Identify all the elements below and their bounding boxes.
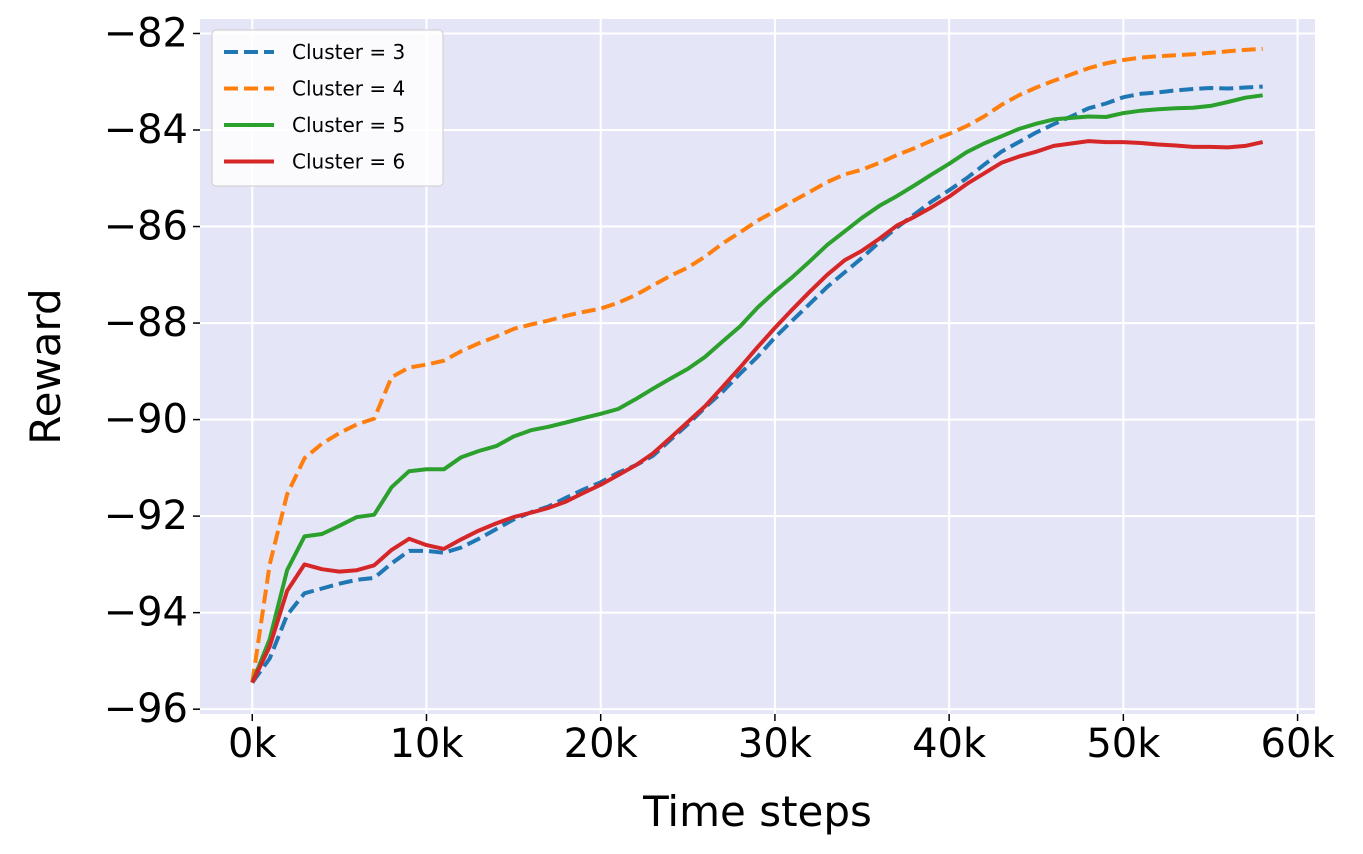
y-tick-label: −94 [104, 590, 188, 636]
legend-label: Cluster = 6 [292, 150, 405, 174]
y-tick-label: −86 [104, 204, 188, 250]
x-tick-label: 40k [912, 721, 987, 767]
x-tick-label: 0k [228, 721, 277, 767]
legend: Cluster = 3 Cluster = 4 Cluster = 5 Cluster… [211, 29, 444, 187]
y-tick-label: −92 [104, 493, 188, 539]
x-tick-label: 50k [1086, 721, 1161, 767]
legend-label: Cluster = 4 [292, 77, 405, 101]
y-tick-label: −96 [104, 686, 188, 732]
legend-label: Cluster = 3 [292, 40, 405, 64]
legend-label: Cluster = 5 [292, 113, 405, 137]
x-tick-label: 10k [389, 721, 464, 767]
series-lines [250, 46, 1264, 684]
series-line [250, 139, 1264, 684]
y-axis-title: Reward [21, 288, 70, 444]
series-line [250, 46, 1263, 683]
y-tick-label: −82 [104, 10, 188, 56]
x-tick-label: 20k [564, 721, 639, 767]
y-tick-label: −90 [104, 397, 188, 443]
legend-box [211, 29, 444, 187]
x-tick-label: 30k [738, 721, 813, 767]
y-tick-label: −84 [104, 107, 188, 153]
series-line [250, 84, 1263, 684]
axes: −96 −94 −92 −90 −88 −86 −84 −82 0k 10k 20k 30k 40k 50… [104, 10, 1336, 766]
series-line [250, 93, 1263, 684]
x-tick-label: 60k [1261, 721, 1336, 767]
x-axis-title: Time steps [642, 787, 872, 836]
y-tick-label: −88 [104, 300, 188, 346]
